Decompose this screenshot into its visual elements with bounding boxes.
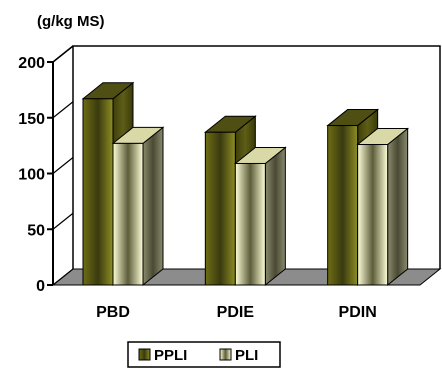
- bar-pli-pdie: [233, 146, 287, 287]
- y-axis-label: (g/kg MS): [37, 13, 105, 30]
- bar-pli-pdin: [356, 127, 410, 287]
- y-tick-label: 150: [18, 111, 45, 128]
- y-tick-diagonal: [52, 101, 74, 119]
- legend-label-ppli: PPLI: [154, 347, 187, 364]
- y-axis-ticks: 0 50 100 150 200: [18, 45, 74, 295]
- y-tick-diagonal: [52, 157, 74, 174]
- legend-swatch-pli: [219, 348, 232, 361]
- legend-label-pli: PLI: [235, 347, 258, 364]
- y-tick-label: 100: [18, 167, 45, 184]
- legend-swatch-ppli: [138, 348, 151, 361]
- x-tick-label: PDIE: [217, 304, 255, 321]
- legend: PPLI PLI: [127, 341, 281, 368]
- bars: [81, 81, 410, 287]
- y-tick-label: 0: [36, 278, 45, 295]
- y-tick-diagonal: [52, 45, 74, 63]
- x-axis-labels: PBD PDIE PDIN: [96, 304, 377, 321]
- y-tick-label: 50: [27, 222, 45, 239]
- legend-box: [127, 341, 281, 368]
- x-tick-label: PDIN: [339, 304, 377, 321]
- x-tick-label: PBD: [96, 304, 130, 321]
- y-tick-diagonal: [52, 268, 74, 286]
- bar-pli-pbd: [111, 126, 165, 287]
- y-tick-label: 200: [18, 55, 45, 72]
- y-tick-diagonal: [52, 212, 74, 230]
